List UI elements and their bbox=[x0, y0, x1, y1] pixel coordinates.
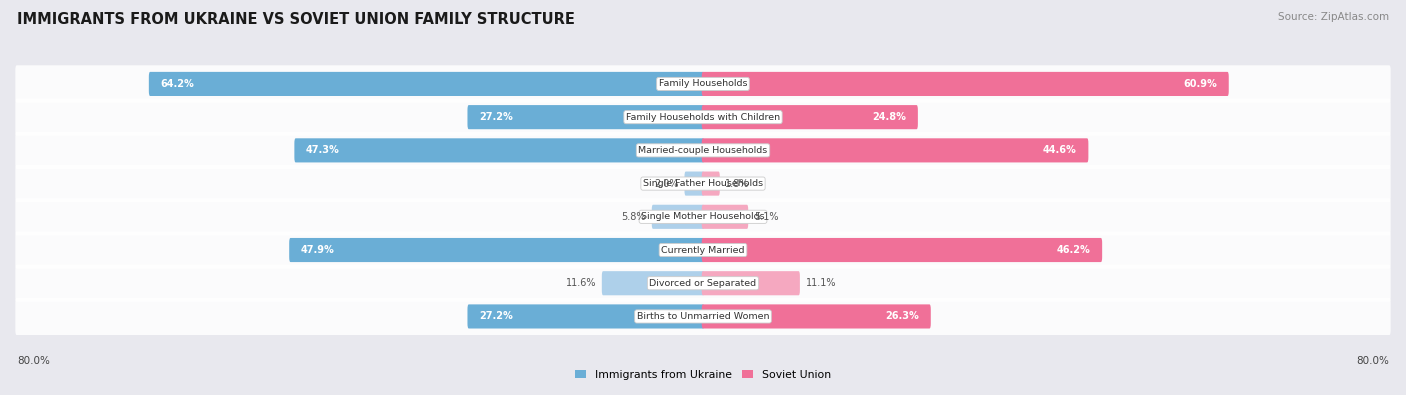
Text: 46.2%: 46.2% bbox=[1057, 245, 1091, 255]
FancyBboxPatch shape bbox=[702, 205, 748, 229]
Text: IMMIGRANTS FROM UKRAINE VS SOVIET UNION FAMILY STRUCTURE: IMMIGRANTS FROM UKRAINE VS SOVIET UNION … bbox=[17, 12, 575, 27]
Text: Source: ZipAtlas.com: Source: ZipAtlas.com bbox=[1278, 12, 1389, 22]
Text: Currently Married: Currently Married bbox=[661, 246, 745, 254]
Text: Family Households: Family Households bbox=[659, 79, 747, 88]
Text: 2.0%: 2.0% bbox=[654, 179, 679, 188]
Text: 27.2%: 27.2% bbox=[479, 112, 513, 122]
FancyBboxPatch shape bbox=[15, 298, 1391, 335]
FancyBboxPatch shape bbox=[15, 265, 1391, 302]
FancyBboxPatch shape bbox=[15, 65, 1391, 103]
Text: Married-couple Households: Married-couple Households bbox=[638, 146, 768, 155]
FancyBboxPatch shape bbox=[685, 171, 704, 196]
Text: 47.3%: 47.3% bbox=[307, 145, 340, 155]
Text: 11.1%: 11.1% bbox=[806, 278, 837, 288]
FancyBboxPatch shape bbox=[294, 138, 704, 162]
FancyBboxPatch shape bbox=[15, 165, 1391, 202]
Text: Divorced or Separated: Divorced or Separated bbox=[650, 279, 756, 288]
FancyBboxPatch shape bbox=[149, 72, 704, 96]
FancyBboxPatch shape bbox=[15, 99, 1391, 136]
FancyBboxPatch shape bbox=[652, 205, 704, 229]
FancyBboxPatch shape bbox=[15, 231, 1391, 269]
FancyBboxPatch shape bbox=[467, 305, 704, 329]
FancyBboxPatch shape bbox=[15, 132, 1391, 169]
Text: Single Father Households: Single Father Households bbox=[643, 179, 763, 188]
FancyBboxPatch shape bbox=[702, 271, 800, 295]
Text: 64.2%: 64.2% bbox=[160, 79, 194, 89]
Text: 47.9%: 47.9% bbox=[301, 245, 335, 255]
FancyBboxPatch shape bbox=[702, 305, 931, 329]
Text: 24.8%: 24.8% bbox=[872, 112, 907, 122]
FancyBboxPatch shape bbox=[602, 271, 704, 295]
Text: Family Households with Children: Family Households with Children bbox=[626, 113, 780, 122]
Text: 26.3%: 26.3% bbox=[886, 311, 920, 322]
FancyBboxPatch shape bbox=[702, 72, 1229, 96]
Text: 5.1%: 5.1% bbox=[754, 212, 779, 222]
FancyBboxPatch shape bbox=[702, 105, 918, 129]
FancyBboxPatch shape bbox=[467, 105, 704, 129]
Text: 1.8%: 1.8% bbox=[725, 179, 749, 188]
Legend: Immigrants from Ukraine, Soviet Union: Immigrants from Ukraine, Soviet Union bbox=[571, 365, 835, 384]
Text: 27.2%: 27.2% bbox=[479, 311, 513, 322]
Text: 60.9%: 60.9% bbox=[1184, 79, 1218, 89]
FancyBboxPatch shape bbox=[702, 138, 1088, 162]
Text: 80.0%: 80.0% bbox=[17, 356, 49, 367]
Text: Single Mother Households: Single Mother Households bbox=[641, 212, 765, 221]
Text: 11.6%: 11.6% bbox=[565, 278, 596, 288]
FancyBboxPatch shape bbox=[15, 198, 1391, 235]
Text: 5.8%: 5.8% bbox=[621, 212, 647, 222]
Text: Births to Unmarried Women: Births to Unmarried Women bbox=[637, 312, 769, 321]
FancyBboxPatch shape bbox=[702, 171, 720, 196]
Text: 44.6%: 44.6% bbox=[1043, 145, 1077, 155]
FancyBboxPatch shape bbox=[702, 238, 1102, 262]
Text: 80.0%: 80.0% bbox=[1357, 356, 1389, 367]
FancyBboxPatch shape bbox=[290, 238, 704, 262]
